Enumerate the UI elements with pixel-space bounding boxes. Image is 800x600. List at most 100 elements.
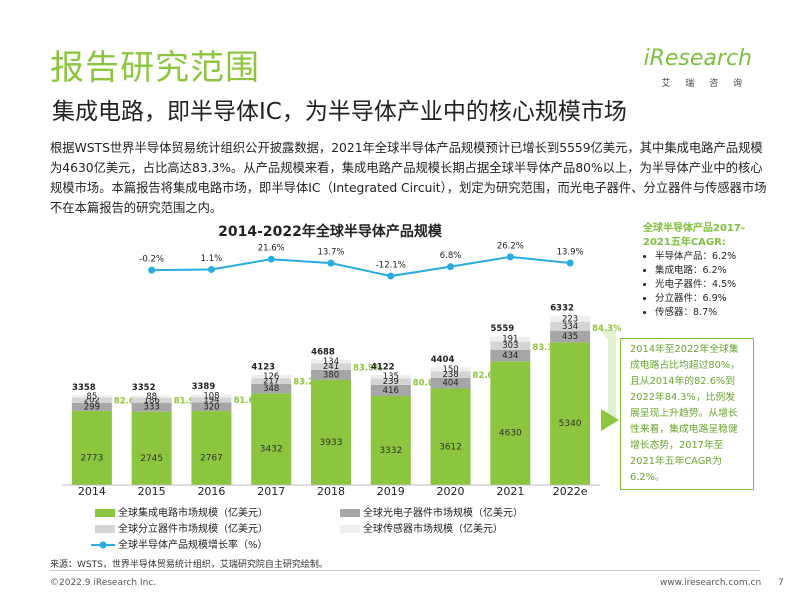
share-label: 83.2%	[293, 378, 323, 388]
bar-segment	[430, 367, 471, 372]
legend-swatch	[95, 525, 115, 533]
cagr-title: 全球半导体产品2017-2021五年CAGR:	[643, 223, 745, 248]
bar-value-label: 238	[442, 370, 458, 380]
bar-value-label: 217	[263, 377, 279, 387]
legend-swatch	[95, 509, 115, 517]
growth-line	[151, 255, 571, 278]
note-box: 2014年至2022年全球集成电路占比均超过80%，且从2014年的82.6%到…	[620, 338, 754, 490]
bar-value-label: 186	[144, 396, 160, 406]
bar-segment	[131, 397, 172, 403]
total-label: 3358	[72, 383, 96, 393]
legend-label: 全球传感器市场规模（亿美元）	[363, 522, 503, 535]
share-label: 80.8%	[413, 378, 443, 388]
growth-dot	[387, 272, 395, 280]
total-label: 4404	[431, 355, 455, 365]
x-tick-label: 2015	[138, 485, 166, 498]
bar-segment	[490, 341, 531, 350]
note-text: 2014年至2022年全球集成电路占比均超过80%，且从2014年的82.6%到…	[630, 344, 740, 483]
bar-segment	[370, 374, 411, 379]
bar-segment	[191, 397, 232, 403]
bar-value-label: 434	[502, 351, 518, 361]
total-label: 4122	[371, 362, 395, 372]
bar-segment	[430, 388, 471, 485]
source: 来源：WSTS，世界半导体贸易统计组织，艾瑞研究院自主研究绘制。	[50, 560, 328, 570]
bar-value-label: 3612	[439, 442, 462, 452]
cagr-item: 半导体产品：6.2%	[655, 250, 736, 264]
x-tick-label: 2017	[257, 485, 285, 498]
bar-segment	[191, 402, 232, 412]
growth-label: 6.8%	[440, 251, 462, 261]
bar-segment	[251, 374, 292, 379]
cagr-item: 光电子器件：4.5%	[655, 278, 736, 292]
bar-segment	[550, 321, 591, 331]
growth-label: 1.1%	[201, 254, 223, 264]
cagr-item: 集成电路：6.2%	[655, 264, 736, 278]
bar-segment	[251, 393, 292, 485]
share-label: 84.3%	[592, 324, 622, 334]
bar-value-label: 85	[86, 392, 97, 402]
bar-value-label: 134	[323, 357, 339, 367]
page-number: 7	[778, 578, 784, 588]
total-label: 3389	[192, 382, 216, 392]
growth-label: 13.9%	[557, 248, 584, 258]
bar-segment	[490, 349, 531, 362]
growth-label: -12.1%	[376, 261, 406, 271]
growth-dot	[506, 253, 514, 261]
bar-segment	[490, 361, 531, 485]
bar-segment	[311, 359, 351, 364]
bar-value-label: 135	[383, 372, 399, 382]
bar-value-label: 334	[562, 322, 578, 332]
bar-value-label: 404	[442, 379, 458, 389]
bar-value-label: 241	[323, 362, 339, 372]
bar-value-label: 333	[144, 403, 160, 413]
legend-label: 全球光电子器件市场规模（亿美元）	[363, 506, 523, 519]
bar-value-label: 194	[203, 395, 219, 405]
growth-dot	[267, 255, 275, 263]
bar-value-label: 191	[502, 335, 518, 345]
total-label: 4688	[311, 347, 335, 357]
bar-value-label: 126	[263, 372, 279, 382]
bar-value-label: 3432	[260, 445, 283, 455]
growth-label: 26.2%	[497, 241, 524, 251]
x-tick-label: 2019	[377, 485, 405, 498]
bar-segment	[191, 411, 232, 485]
bar-segment	[490, 336, 531, 342]
bar-value-label: 2767	[200, 454, 223, 464]
share-label: 82.6%	[114, 396, 144, 406]
bar-segment	[71, 395, 112, 398]
bar-value-label: 2773	[80, 453, 103, 463]
growth-dot	[447, 263, 455, 271]
total-label: 4123	[251, 362, 275, 372]
legend-label: 全球集成电路市场规模（亿美元）	[118, 506, 268, 519]
bar-segment	[311, 369, 351, 380]
arrow	[600, 330, 616, 420]
legend-label: 全球分立器件市场规模（亿美元）	[118, 522, 268, 535]
growth-label: 13.7%	[317, 248, 344, 258]
bar-segment	[550, 330, 591, 343]
cagr-list: 半导体产品：6.2%集成电路：6.2%光电子器件：4.5%分立器件：6.9%传感…	[643, 250, 736, 320]
subtitle: 集成电路，即半导体IC，为半导体产业中的核心规模市场	[52, 99, 627, 125]
bar-segment	[131, 402, 172, 412]
bar-segment	[550, 315, 591, 322]
bar-value-label: 202	[84, 396, 100, 406]
x-tick-label: 2020	[437, 485, 465, 498]
legend-swatch	[340, 509, 360, 517]
legend-label: 全球半导体产品规模增长率（%）	[118, 538, 268, 551]
bar-segment	[191, 394, 232, 398]
bar-value-label: 299	[84, 402, 100, 412]
bar-segment	[71, 402, 112, 411]
bar-value-label: 5340	[559, 419, 582, 429]
bar-value-label: 150	[442, 365, 458, 375]
bar-segment	[131, 411, 172, 485]
body-text: 根据WSTS世界半导体贸易统计组织公开披露数据，2021年全球半导体产品规模预计…	[50, 141, 767, 215]
x-tick-label: 2021	[496, 485, 524, 498]
bar-value-label: 3933	[320, 438, 343, 448]
growth-dot	[566, 259, 574, 267]
x-tick-label: 2014	[78, 485, 106, 498]
bar-value-label: 88	[146, 392, 157, 402]
bar-value-label: 223	[562, 314, 578, 324]
arrow-head	[601, 409, 619, 431]
growth-label: 21.6%	[258, 244, 285, 254]
total-label: 3352	[132, 383, 156, 393]
